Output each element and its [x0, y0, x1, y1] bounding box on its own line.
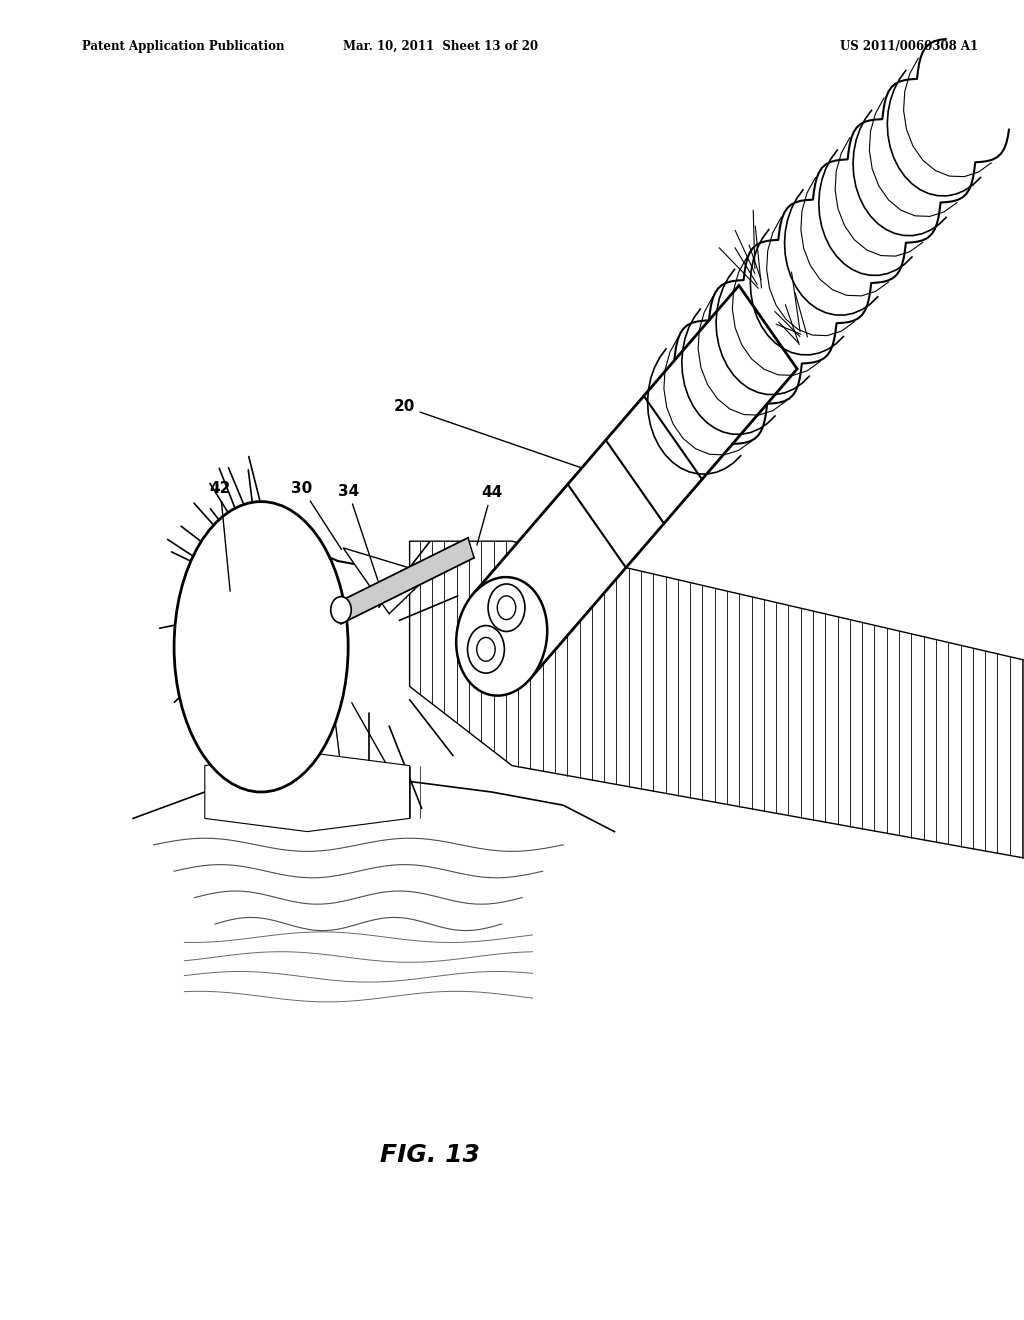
Text: 20: 20 [393, 399, 581, 467]
Text: Mar. 10, 2011  Sheet 13 of 20: Mar. 10, 2011 Sheet 13 of 20 [343, 40, 538, 53]
Polygon shape [205, 752, 410, 832]
Text: 42: 42 [210, 480, 230, 591]
Text: US 2011/0060308 A1: US 2011/0060308 A1 [840, 40, 978, 53]
Text: 44: 44 [477, 484, 502, 545]
Text: Patent Application Publication: Patent Application Publication [82, 40, 285, 53]
Text: FIG. 13: FIG. 13 [380, 1143, 480, 1167]
Circle shape [331, 597, 351, 623]
Circle shape [498, 595, 516, 619]
Text: 30: 30 [292, 480, 342, 549]
Polygon shape [410, 541, 1024, 858]
Circle shape [468, 626, 505, 673]
Ellipse shape [456, 577, 547, 696]
Polygon shape [236, 528, 317, 601]
Circle shape [477, 638, 496, 661]
Polygon shape [335, 539, 474, 623]
Polygon shape [473, 285, 797, 678]
Polygon shape [343, 548, 430, 614]
Ellipse shape [174, 502, 348, 792]
Circle shape [488, 583, 525, 631]
Text: 34: 34 [338, 483, 378, 581]
